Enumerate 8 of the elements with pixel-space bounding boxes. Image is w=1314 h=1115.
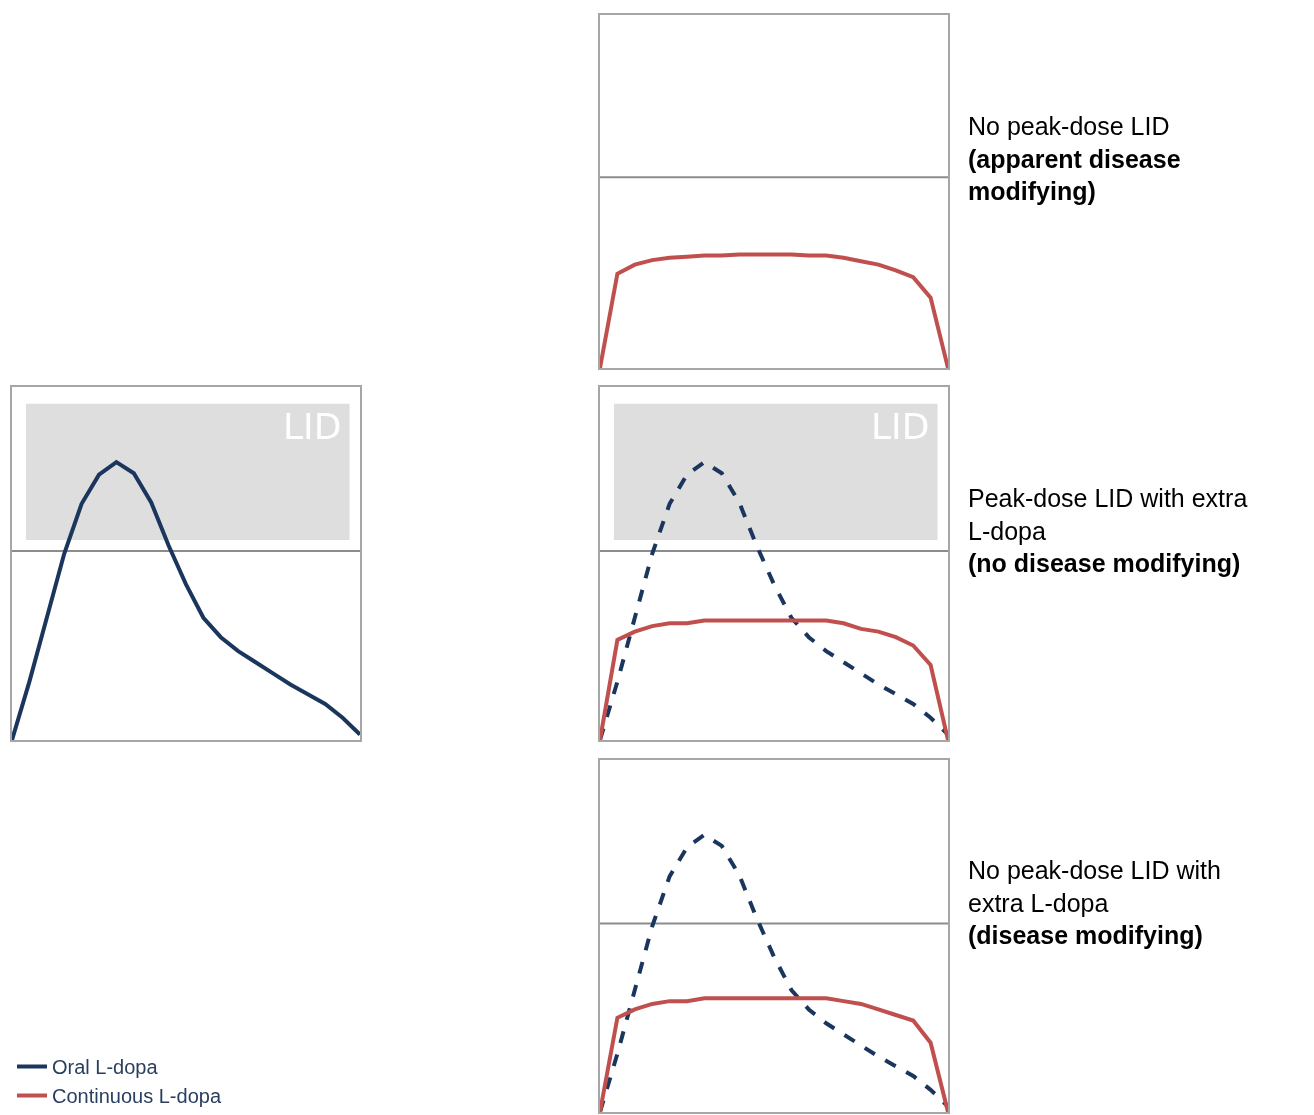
legend-label: Continuous L-dopa [52,1085,222,1108]
text: (apparent disease modifying) [968,144,1181,205]
text: No peak-dose LID [968,112,1170,140]
text: No peak-dose LID with extra L-dopa [968,856,1221,917]
text: (disease modifying) [968,921,1203,949]
text: (no disease modifying) [968,549,1241,577]
text: Peak-dose LID with extra L-dopa [968,484,1248,545]
legend-label: Oral L-dopa [52,1056,159,1079]
